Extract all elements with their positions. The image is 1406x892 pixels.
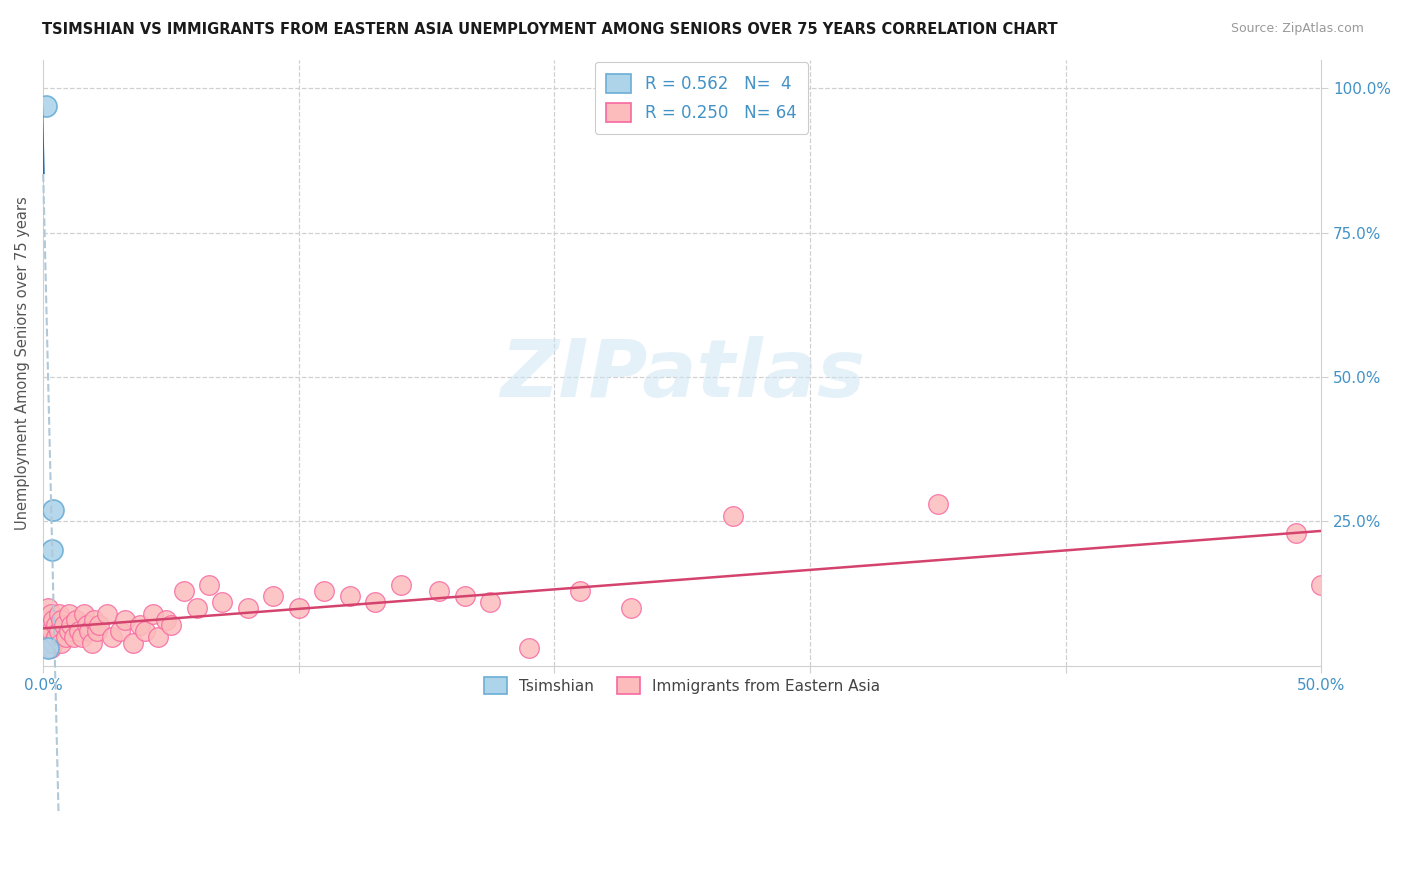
Point — [927, 497, 949, 511]
Point — [236, 601, 259, 615]
Point — [49, 613, 72, 627]
Point — [39, 607, 62, 621]
Point — [155, 613, 177, 627]
Point — [129, 618, 152, 632]
Point — [39, 641, 62, 656]
Point — [568, 583, 591, 598]
Point — [89, 618, 111, 632]
Point — [58, 607, 80, 621]
Point — [314, 583, 336, 598]
Point — [63, 630, 86, 644]
Point — [52, 618, 75, 632]
Y-axis label: Unemployment Among Seniors over 75 years: Unemployment Among Seniors over 75 years — [15, 195, 30, 530]
Text: Source: ZipAtlas.com: Source: ZipAtlas.com — [1230, 22, 1364, 36]
Point — [114, 613, 136, 627]
Point — [60, 618, 83, 632]
Point — [160, 618, 183, 632]
Point — [108, 624, 131, 638]
Point — [620, 601, 643, 615]
Point — [173, 583, 195, 598]
Point — [262, 590, 284, 604]
Point — [211, 595, 233, 609]
Point — [58, 624, 80, 638]
Point — [134, 624, 156, 638]
Point — [121, 635, 143, 649]
Point — [67, 624, 90, 638]
Point — [70, 630, 93, 644]
Text: ZIPatlas: ZIPatlas — [499, 335, 865, 414]
Point — [186, 601, 208, 615]
Point — [42, 503, 65, 517]
Point — [1285, 525, 1308, 540]
Point — [454, 590, 477, 604]
Point — [35, 613, 58, 627]
Point — [42, 635, 65, 649]
Point — [479, 595, 502, 609]
Point — [86, 624, 108, 638]
Point — [39, 624, 62, 638]
Point — [101, 630, 124, 644]
Point — [41, 543, 63, 558]
Point — [37, 641, 59, 656]
Point — [339, 590, 361, 604]
Point — [517, 641, 540, 656]
Point — [48, 624, 70, 638]
Point — [48, 607, 70, 621]
Point — [96, 607, 118, 621]
Point — [35, 630, 58, 644]
Point — [83, 613, 105, 627]
Point — [80, 635, 103, 649]
Point — [148, 630, 170, 644]
Point — [65, 613, 87, 627]
Point — [198, 578, 221, 592]
Point — [142, 607, 165, 621]
Point — [389, 578, 412, 592]
Point — [1310, 578, 1333, 592]
Point — [288, 601, 311, 615]
Point — [37, 635, 59, 649]
Point — [49, 635, 72, 649]
Legend: Tsimshian, Immigrants from Eastern Asia: Tsimshian, Immigrants from Eastern Asia — [478, 671, 886, 700]
Point — [76, 618, 98, 632]
Point — [723, 508, 745, 523]
Point — [42, 613, 65, 627]
Point — [364, 595, 387, 609]
Point — [37, 618, 59, 632]
Point — [45, 618, 67, 632]
Text: TSIMSHIAN VS IMMIGRANTS FROM EASTERN ASIA UNEMPLOYMENT AMONG SENIORS OVER 75 YEA: TSIMSHIAN VS IMMIGRANTS FROM EASTERN ASI… — [42, 22, 1057, 37]
Point — [73, 607, 96, 621]
Point — [77, 624, 100, 638]
Point — [37, 601, 59, 615]
Point — [45, 630, 67, 644]
Point — [55, 630, 77, 644]
Point — [427, 583, 450, 598]
Point — [35, 99, 58, 113]
